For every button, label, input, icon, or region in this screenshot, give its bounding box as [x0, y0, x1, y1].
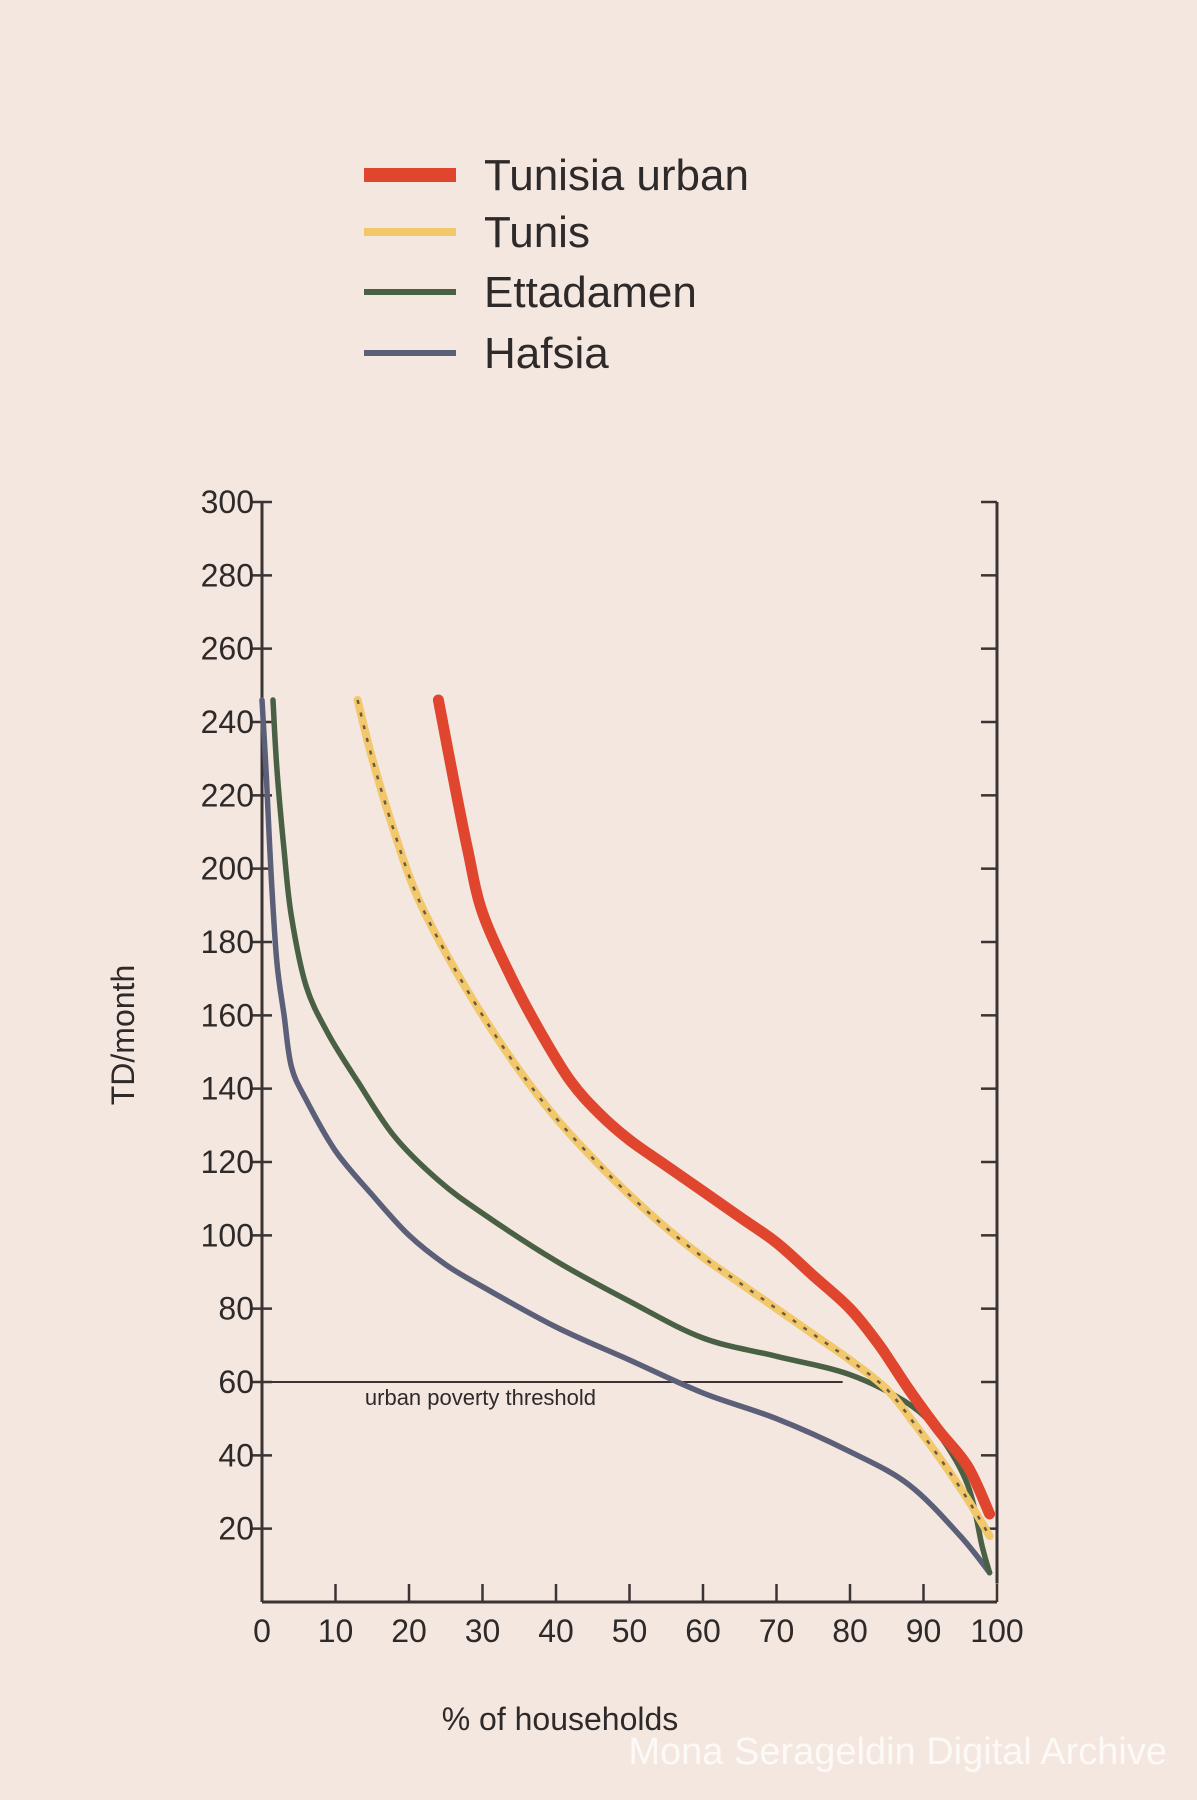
y-tick-label: 180 [201, 924, 254, 960]
x-axis-title: % of households [442, 1701, 679, 1737]
axes: 2040608010012014016018020022024026028030… [201, 484, 1024, 1649]
y-tick-label: 40 [218, 1437, 254, 1473]
series-lines [259, 694, 996, 1576]
legend: Tunisia urban Tunis Ettadamen Hafsia [364, 151, 749, 378]
poverty-threshold: urban poverty threshold [262, 1381, 843, 1410]
y-ticks: 20 40 60 80 100 120 140 160 180 200 220 240 260 280 30… [201, 484, 272, 1547]
ettadamen-legend-label: Ettadamen [484, 268, 697, 317]
x-tick-label: 90 [906, 1613, 942, 1649]
y-tick-label: 240 [201, 704, 254, 740]
y-tick-label: 160 [201, 997, 254, 1033]
watermark: Mona Serageldin Digital Archive [628, 1731, 1167, 1773]
tunisia-urban-line [432, 694, 996, 1520]
x-tick-label: 60 [685, 1613, 721, 1649]
y-tick-label: 60 [218, 1364, 254, 1400]
y-tick-label: 140 [201, 1071, 254, 1107]
tunis-line-dashes [356, 699, 991, 1537]
y-tick-label: 80 [218, 1291, 254, 1327]
y-tick-label: 280 [201, 557, 254, 593]
x-tick-label: 10 [318, 1613, 354, 1649]
y-tick-label: 20 [218, 1511, 254, 1547]
x-tick-label: 50 [612, 1613, 648, 1649]
hafsia-line [259, 697, 993, 1576]
y-tick-label: 200 [201, 851, 254, 887]
x-tick-label: 40 [538, 1613, 574, 1649]
y-tick-label: 300 [201, 484, 254, 520]
hafsia-legend-label: Hafsia [484, 329, 609, 378]
y-axis-title: TD/month [105, 965, 141, 1105]
tunis-legend-label: Tunis [484, 208, 590, 257]
x-tick-label: 80 [832, 1613, 868, 1649]
y-tick-label: 260 [201, 631, 254, 667]
threshold-label: urban poverty threshold [365, 1385, 596, 1410]
y-tick-label: 120 [201, 1144, 254, 1180]
tunis-line [353, 696, 994, 1540]
x-ticks: 0 10 20 30 40 50 60 70 80 90 100 [253, 1584, 1024, 1649]
x-tick-label: 0 [253, 1613, 271, 1649]
x-tick-label: 20 [391, 1613, 427, 1649]
right-ticks [981, 500, 997, 1530]
x-tick-label: 70 [759, 1613, 795, 1649]
x-tick-label: 100 [970, 1613, 1023, 1649]
tunisia-urban-legend-label: Tunisia urban [484, 151, 749, 200]
y-tick-label: 100 [201, 1217, 254, 1253]
y-tick-label: 220 [201, 777, 254, 813]
x-tick-label: 30 [465, 1613, 501, 1649]
